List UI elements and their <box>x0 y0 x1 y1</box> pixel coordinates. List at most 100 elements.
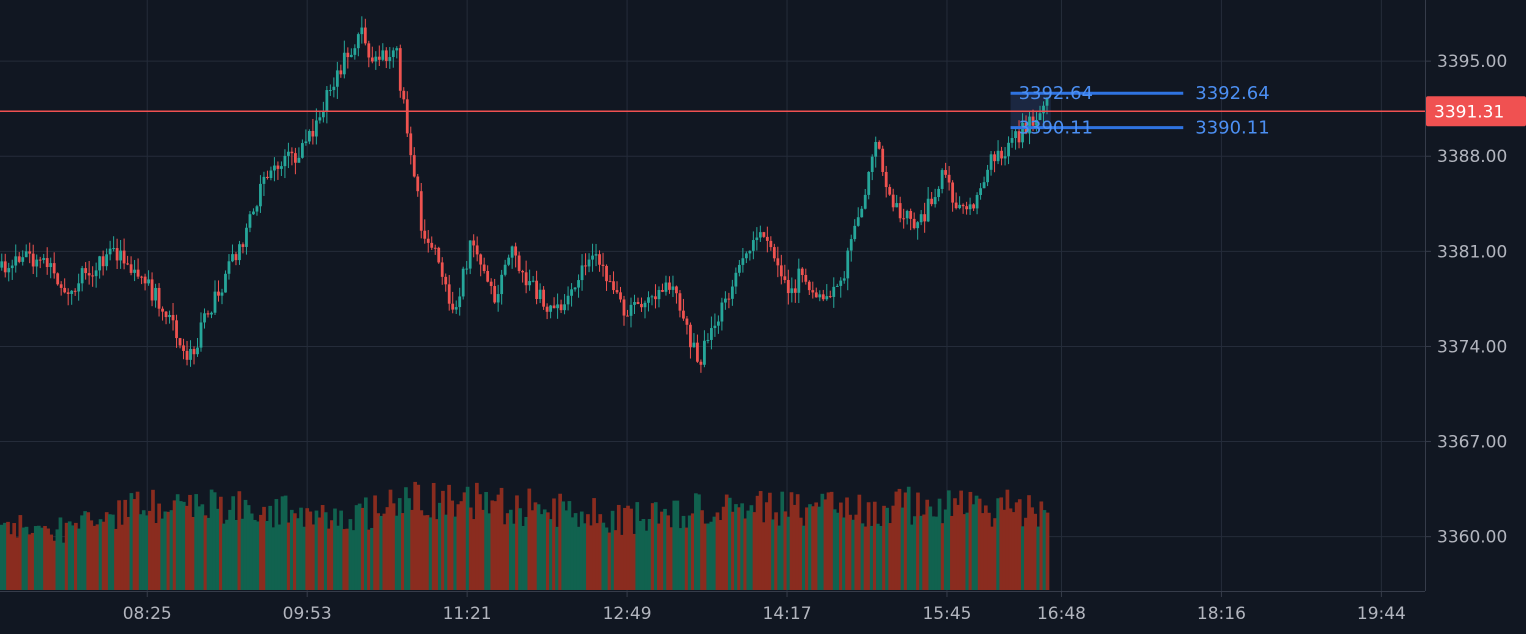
candle-body <box>793 288 797 293</box>
volume-bar <box>24 526 29 590</box>
candle <box>419 183 423 239</box>
volume-bar <box>388 489 393 590</box>
candle-body <box>1017 131 1021 143</box>
candle <box>430 236 434 250</box>
volume-bar <box>555 526 559 590</box>
candle <box>280 161 283 176</box>
candle-body <box>741 258 745 265</box>
candle-body <box>115 248 119 261</box>
volume-bar <box>228 509 232 590</box>
candle-body <box>605 265 608 282</box>
price-levels[interactable]: 3392.64 3392.64 3390.11 3390.11 <box>1010 83 1270 139</box>
volume-bar <box>444 514 448 590</box>
candle <box>793 279 797 303</box>
volume-bar <box>422 515 427 590</box>
candle <box>884 165 888 198</box>
candle-body <box>961 204 965 207</box>
candle-body <box>503 264 507 275</box>
volume-bar <box>6 521 10 590</box>
volume-bar <box>835 512 840 590</box>
candle-body <box>853 225 857 240</box>
candle-body <box>500 274 504 295</box>
volume-bar <box>277 524 282 590</box>
candle-body <box>671 286 675 290</box>
price-level-label-left: 3392.64 <box>1019 83 1093 104</box>
candle-body <box>203 313 206 323</box>
candle-body <box>136 269 140 277</box>
candle <box>549 304 552 319</box>
candle <box>1021 113 1024 149</box>
candle-body <box>968 204 972 210</box>
candle <box>335 61 339 99</box>
candle-body <box>31 253 35 267</box>
candle <box>902 208 906 229</box>
volume-bar <box>879 525 883 590</box>
candle <box>1000 146 1003 166</box>
candle-body <box>349 54 353 58</box>
candle <box>489 278 493 295</box>
candle <box>629 297 633 328</box>
volume-bar <box>478 494 482 590</box>
candle-body <box>318 117 322 121</box>
y-tick-label: 3360.00 <box>1437 528 1507 548</box>
candle <box>814 287 818 298</box>
candle <box>252 208 255 215</box>
candle <box>66 288 70 306</box>
candle-body <box>444 276 448 285</box>
candle <box>888 184 892 196</box>
x-tick-label: 15:45 <box>922 604 971 624</box>
candle <box>584 253 587 276</box>
candle-body <box>982 182 986 189</box>
candle-body <box>919 214 923 223</box>
volume-bar <box>126 516 131 590</box>
volume-bar <box>447 484 451 590</box>
candle-body <box>409 133 413 156</box>
candle <box>720 297 724 331</box>
candle <box>332 77 336 98</box>
candle <box>7 262 11 282</box>
candle-body <box>717 321 720 326</box>
volume-bar <box>919 515 923 590</box>
candle <box>926 187 930 223</box>
volume-bar <box>296 518 300 590</box>
volume-bar <box>758 491 763 590</box>
candle <box>877 140 881 150</box>
candle-body <box>49 263 53 268</box>
candle-body <box>94 270 98 277</box>
volume-bar <box>360 507 365 590</box>
volume-bar <box>212 492 217 590</box>
volume-bar <box>450 500 455 590</box>
candle <box>290 147 294 166</box>
volume-bar <box>845 497 849 590</box>
volume-bar <box>524 516 529 590</box>
candle <box>94 262 98 288</box>
volume-bar <box>339 510 343 590</box>
candle-body <box>891 194 895 208</box>
volume-bar <box>647 518 652 590</box>
candle <box>647 291 650 312</box>
volume-bar <box>428 517 433 590</box>
candle <box>556 293 559 319</box>
candle-body <box>832 286 836 297</box>
volume-bar <box>197 506 202 590</box>
candle-body <box>629 304 633 316</box>
candle <box>612 271 615 294</box>
candle <box>122 238 126 270</box>
candle <box>245 223 248 255</box>
volume-bar <box>851 519 856 590</box>
volume-bar <box>968 491 973 590</box>
volume-bar <box>579 511 584 590</box>
candle-body <box>262 176 266 184</box>
volume-bar <box>1042 510 1047 590</box>
candle-body <box>384 50 388 61</box>
candle <box>203 308 206 329</box>
candle <box>108 240 112 261</box>
candle-body <box>126 263 129 265</box>
candle-body <box>325 90 329 112</box>
volume-bar <box>493 501 498 590</box>
candle <box>863 188 867 210</box>
candle-body <box>682 310 685 319</box>
candle <box>475 236 479 262</box>
